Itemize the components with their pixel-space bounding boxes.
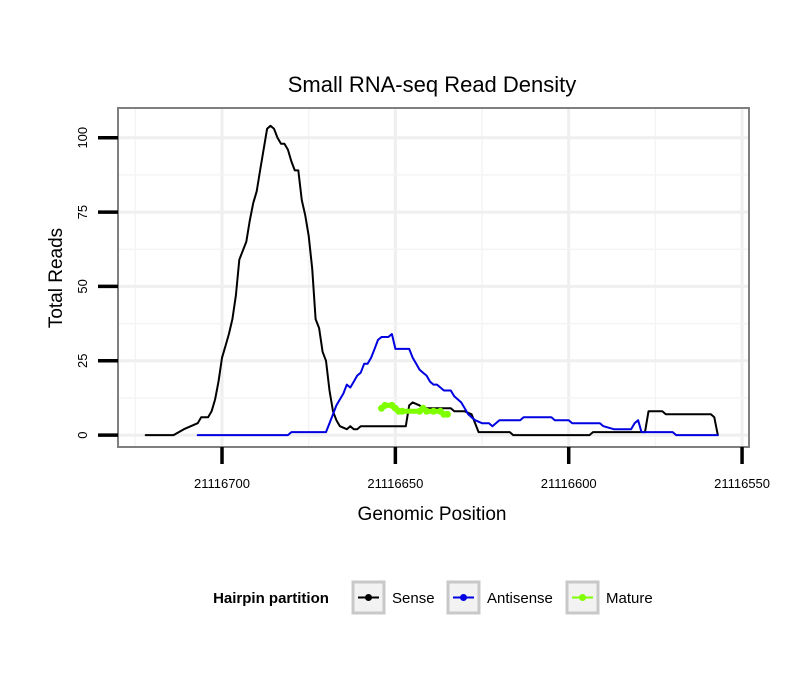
- legend-entry-mature: Mature: [565, 580, 653, 615]
- series-point-mature: [381, 401, 389, 409]
- y-tick-label: 0: [75, 431, 90, 438]
- x-axis: 21116700 21116650 21116600 21116550: [194, 447, 770, 491]
- legend-marker-antisense: [460, 594, 467, 601]
- series-layer: [144, 124, 719, 437]
- legend-label-mature: Mature: [606, 590, 653, 607]
- series-line-antisense: [196, 333, 719, 437]
- series-point-mature: [423, 407, 431, 415]
- series-point-mature: [430, 407, 437, 415]
- plot-panel-border: [117, 107, 750, 448]
- x-axis-label: Genomic Position: [358, 504, 507, 525]
- legend-label-antisense: Antisense: [487, 590, 553, 607]
- y-tick-label: 100: [75, 127, 90, 149]
- grid-lines: [118, 108, 749, 447]
- series-line-sense: [144, 124, 719, 437]
- legend-entry-antisense: Antisense: [446, 580, 553, 615]
- legend-entry-sense: Sense: [351, 580, 435, 615]
- y-tick-label: 75: [75, 205, 90, 219]
- y-axis: 0 25 50 75 100: [75, 127, 118, 439]
- series-point-mature: [398, 407, 406, 415]
- legend-marker-mature: [579, 594, 586, 601]
- x-tick-label: 21116600: [541, 476, 597, 491]
- series-point-mature: [443, 410, 451, 418]
- y-axis-label: Total Reads: [46, 228, 67, 328]
- chart-title: Small RNA-seq Read Density: [288, 72, 577, 97]
- legend: Hairpin partition Sense Antisense Mature: [213, 580, 653, 615]
- legend-marker-sense: [365, 594, 372, 601]
- y-tick-label: 25: [75, 354, 90, 368]
- x-tick-label: 21116550: [714, 476, 770, 491]
- y-tick-label: 50: [75, 279, 90, 293]
- x-tick-label: 21116650: [367, 476, 423, 491]
- legend-label-sense: Sense: [392, 590, 435, 607]
- legend-title: Hairpin partition: [213, 590, 329, 607]
- x-tick-label: 21116700: [194, 476, 250, 491]
